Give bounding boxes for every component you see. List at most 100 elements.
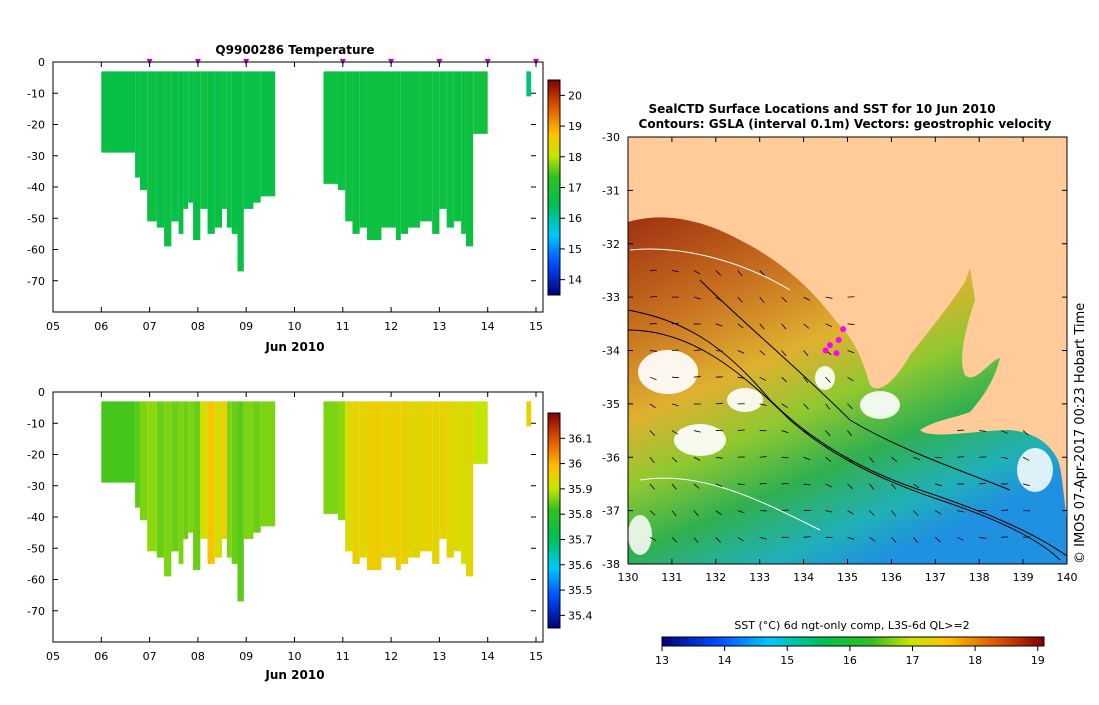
x-tick-label: 06 — [94, 320, 108, 333]
profile-column — [261, 401, 275, 526]
profile-column — [261, 71, 275, 196]
sst-colorbar-tick-label: 16 — [843, 654, 857, 667]
colorbar-tick-label: 35.6 — [568, 559, 593, 572]
sst-colorbar-tick-label: 15 — [780, 654, 794, 667]
profile-column — [381, 401, 395, 557]
colorbar-tick-label: 36.1 — [568, 432, 593, 445]
x-tick-label: 13 — [432, 650, 446, 663]
lon-tick-label: 136 — [881, 571, 902, 584]
x-tick-label: 10 — [288, 320, 302, 333]
profile-column — [420, 401, 432, 551]
profile-column — [447, 71, 454, 227]
profile-column — [432, 401, 439, 564]
colorbar-tick-label: 15 — [568, 243, 582, 256]
profile-column — [526, 71, 531, 96]
profile-column — [164, 401, 171, 576]
sst-map: SealCTD Surface Locations and SST for 10… — [602, 102, 1088, 667]
lat-tick-label: -33 — [602, 291, 620, 304]
profile-column — [432, 71, 439, 234]
profile-column — [227, 71, 232, 227]
lat-tick-label: -31 — [602, 184, 620, 197]
lon-tick-label: 138 — [969, 571, 990, 584]
profile-column — [140, 401, 147, 520]
profile-column — [200, 71, 207, 209]
profile-column — [244, 71, 254, 209]
lon-tick-label: 137 — [925, 571, 946, 584]
profile-column — [140, 71, 147, 190]
ctd-point — [834, 350, 840, 356]
profile-column — [473, 71, 487, 134]
profile-column — [466, 71, 473, 246]
y-tick-label: -40 — [27, 511, 45, 524]
profile-column — [232, 71, 238, 234]
sst-colorbar-tick-label: 19 — [1031, 654, 1045, 667]
lat-tick-label: -35 — [602, 398, 620, 411]
profile-column — [135, 71, 140, 177]
profile-column — [171, 401, 178, 551]
profile-column — [381, 71, 395, 227]
profile-column — [101, 71, 135, 152]
colorbar-tick-label: 35.4 — [568, 609, 593, 622]
salinity-profiles — [101, 401, 531, 601]
profile-column — [454, 71, 461, 221]
map-title-line1: SealCTD Surface Locations and SST for 10… — [648, 102, 995, 116]
profile-column — [526, 401, 531, 426]
x-tick-label: 11 — [336, 650, 350, 663]
profile-column — [200, 401, 207, 539]
x-tick-label: 15 — [529, 320, 543, 333]
y-tick-label: -40 — [27, 181, 45, 194]
ctd-point — [823, 348, 829, 354]
cloud-patch — [860, 391, 900, 419]
profile-column — [408, 401, 420, 557]
lat-tick-label: -37 — [602, 505, 620, 518]
lat-tick-label: -32 — [602, 238, 620, 251]
profile-column — [215, 401, 222, 557]
temperature-x-label: Jun 2010 — [264, 340, 324, 354]
profile-column — [420, 71, 432, 221]
colorbar-tick-label: 14 — [568, 274, 582, 287]
temperature-colorbar — [548, 80, 560, 295]
profile-column — [454, 401, 461, 551]
profile-column — [101, 401, 135, 482]
profile-column — [323, 401, 337, 514]
profile-column — [338, 401, 345, 520]
profile-column — [183, 401, 188, 539]
profile-column — [360, 401, 367, 557]
x-tick-label: 05 — [46, 650, 60, 663]
colorbar-tick-label: 18 — [568, 151, 582, 164]
profile-column — [188, 401, 193, 532]
lon-tick-label: 132 — [705, 571, 726, 584]
lon-tick-label: 130 — [618, 571, 639, 584]
colorbar-tick-label: 35.8 — [568, 508, 593, 521]
map-title-line2: Contours: GSLA (interval 0.1m) Vectors: … — [639, 117, 1052, 131]
lon-tick-label: 139 — [1013, 571, 1034, 584]
y-tick-label: -20 — [27, 449, 45, 462]
y-tick-label: 0 — [38, 56, 45, 69]
y-tick-label: -50 — [27, 212, 45, 225]
salinity-colorbar — [548, 413, 560, 628]
imos-credit: © IMOS 07-Apr-2017 00:23 Hobart Time — [1073, 303, 1088, 564]
x-tick-label: 07 — [143, 320, 157, 333]
profile-column — [401, 401, 408, 564]
sst-colorbar-tick-label: 17 — [905, 654, 919, 667]
profile-column — [253, 71, 260, 202]
x-tick-label: 07 — [143, 650, 157, 663]
profile-column — [338, 71, 345, 190]
profile-column — [401, 71, 408, 234]
profile-column — [222, 71, 227, 209]
profile-column — [208, 401, 215, 564]
y-tick-label: -70 — [27, 275, 45, 288]
profile-column — [352, 401, 359, 564]
y-tick-label: 0 — [38, 386, 45, 399]
colorbar-tick-label: 19 — [568, 120, 582, 133]
velocity-vector — [957, 430, 964, 431]
sst-colorbar-tick-label: 13 — [655, 654, 669, 667]
profile-column — [352, 71, 359, 234]
lon-tick-label: 133 — [749, 571, 770, 584]
ctd-point — [827, 342, 833, 348]
ctd-point — [836, 337, 842, 343]
y-tick-label: -10 — [27, 417, 45, 430]
cloud-patch — [638, 350, 698, 394]
